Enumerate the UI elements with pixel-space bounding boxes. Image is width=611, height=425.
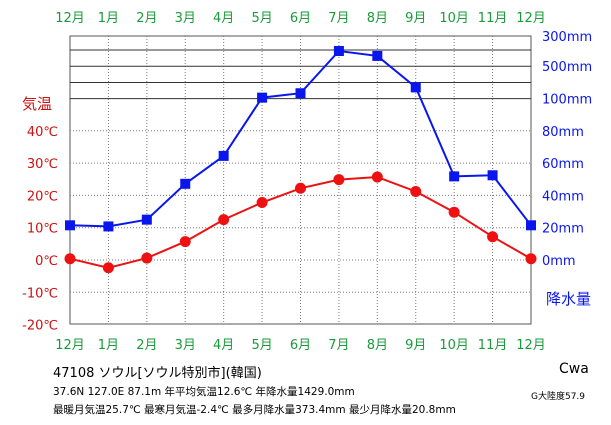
temp-tick-label: -20℃ [22, 319, 58, 334]
month-label-bottom: 12月 [516, 338, 546, 353]
axis-layer: 12月 12月 1月 1月 2月 2月 3月 3月 4月 4月 5月 5月 6月 6月 7月 7月 8月 8月 9月… [22, 11, 592, 353]
month-label-bottom: 7月 [328, 338, 349, 353]
grid-layer [69, 35, 532, 325]
temp-tick-label: 0℃ [35, 254, 58, 269]
month-label-bottom: 10月 [439, 338, 469, 353]
temperature-point [448, 206, 460, 218]
precip-tick-label: 0mm [542, 254, 576, 269]
month-label-top: 12月 [55, 11, 85, 26]
station-title: 47108 ソウル[ソウル特別市](韓国) [53, 366, 262, 381]
month-label-bottom: 4月 [213, 338, 234, 353]
temperature-point [218, 214, 230, 226]
precipitation-point [333, 46, 344, 57]
temperature-point [525, 253, 537, 265]
month-label-top: 1月 [98, 11, 119, 26]
precipitation-point [103, 221, 114, 232]
month-label-top: 10月 [439, 11, 469, 26]
precip-tick-label: 20mm [542, 222, 584, 237]
precipitation-point [487, 170, 498, 181]
month-label-bottom: 3月 [175, 338, 196, 353]
temp-tick-label: 20℃ [27, 189, 58, 204]
climate-chart: 12月 12月 1月 1月 2月 2月 3月 3月 4月 4月 5月 5月 6月 6月 7月 7月 8月 8月 9月… [22, 11, 592, 353]
month-label-top: 4月 [213, 11, 234, 26]
temp-tick-label: 30℃ [27, 157, 58, 172]
precipitation-point [218, 150, 229, 161]
precipitation-point [526, 220, 536, 231]
temperature-point [102, 262, 114, 274]
month-label-bottom: 6月 [290, 338, 311, 353]
precipitation-point [257, 92, 268, 103]
precip-tick-label-upper: 300mm [542, 30, 592, 45]
station-extremes: 最暖月気温25.7℃ 最寒月気温-2.4℃ 最多月降水量373.4mm 最少月降… [53, 404, 456, 416]
temperature-point [371, 171, 383, 183]
series-layer [64, 46, 537, 274]
temperature-point [410, 186, 422, 198]
climate-class: Cwa [559, 361, 589, 377]
temperature-point [333, 174, 345, 186]
month-label-bottom: 9月 [405, 338, 426, 353]
precip-axis-title: 降水量 [546, 290, 591, 308]
precip-tick-label: 80mm [542, 125, 584, 140]
month-label-top: 9月 [405, 11, 426, 26]
month-label-top: 7月 [328, 11, 349, 26]
precip-tick-label-upper: 500mm [542, 60, 592, 75]
month-label-top: 3月 [175, 11, 196, 26]
precipitation-point [410, 82, 421, 93]
temp-tick-label: -10℃ [22, 286, 58, 301]
temperature-point [295, 182, 306, 194]
precipitation-point [141, 214, 152, 225]
temperature-point [179, 236, 191, 248]
precip-tick-label: 100mm [542, 93, 592, 108]
temperature-point [256, 197, 268, 209]
precipitation-point [65, 220, 75, 231]
precip-tick-label: 60mm [542, 157, 584, 172]
month-label-top: 11月 [478, 11, 508, 26]
month-label-top: 12月 [516, 11, 546, 26]
precipitation-point [449, 171, 460, 182]
precip-tick-label: 40mm [542, 189, 584, 204]
month-label-top: 5月 [251, 11, 272, 26]
month-label-bottom: 2月 [136, 338, 157, 353]
precipitation-point [180, 178, 191, 189]
temp-axis-title: 気温 [22, 95, 52, 113]
month-label-top: 2月 [136, 11, 157, 26]
precipitation-point [295, 88, 306, 99]
temp-tick-label: 10℃ [27, 222, 58, 237]
temperature-point [141, 252, 153, 264]
temp-tick-label: 40℃ [27, 125, 58, 140]
station-summary: 37.6N 127.0E 87.1m 年平均気温12.6℃ 年降水量1429.0… [53, 386, 355, 398]
month-label-bottom: 8月 [367, 338, 388, 353]
month-label-bottom: 1月 [98, 338, 119, 353]
month-label-bottom: 5月 [251, 338, 272, 353]
precipitation-point [372, 50, 383, 61]
month-label-top: 6月 [290, 11, 311, 26]
temperature-point [487, 231, 499, 243]
month-label-bottom: 12月 [55, 338, 85, 353]
month-label-top: 8月 [367, 11, 388, 26]
month-label-bottom: 11月 [478, 338, 508, 353]
continentality-index: G大陸度57.9 [531, 392, 586, 402]
temperature-point [64, 253, 76, 265]
